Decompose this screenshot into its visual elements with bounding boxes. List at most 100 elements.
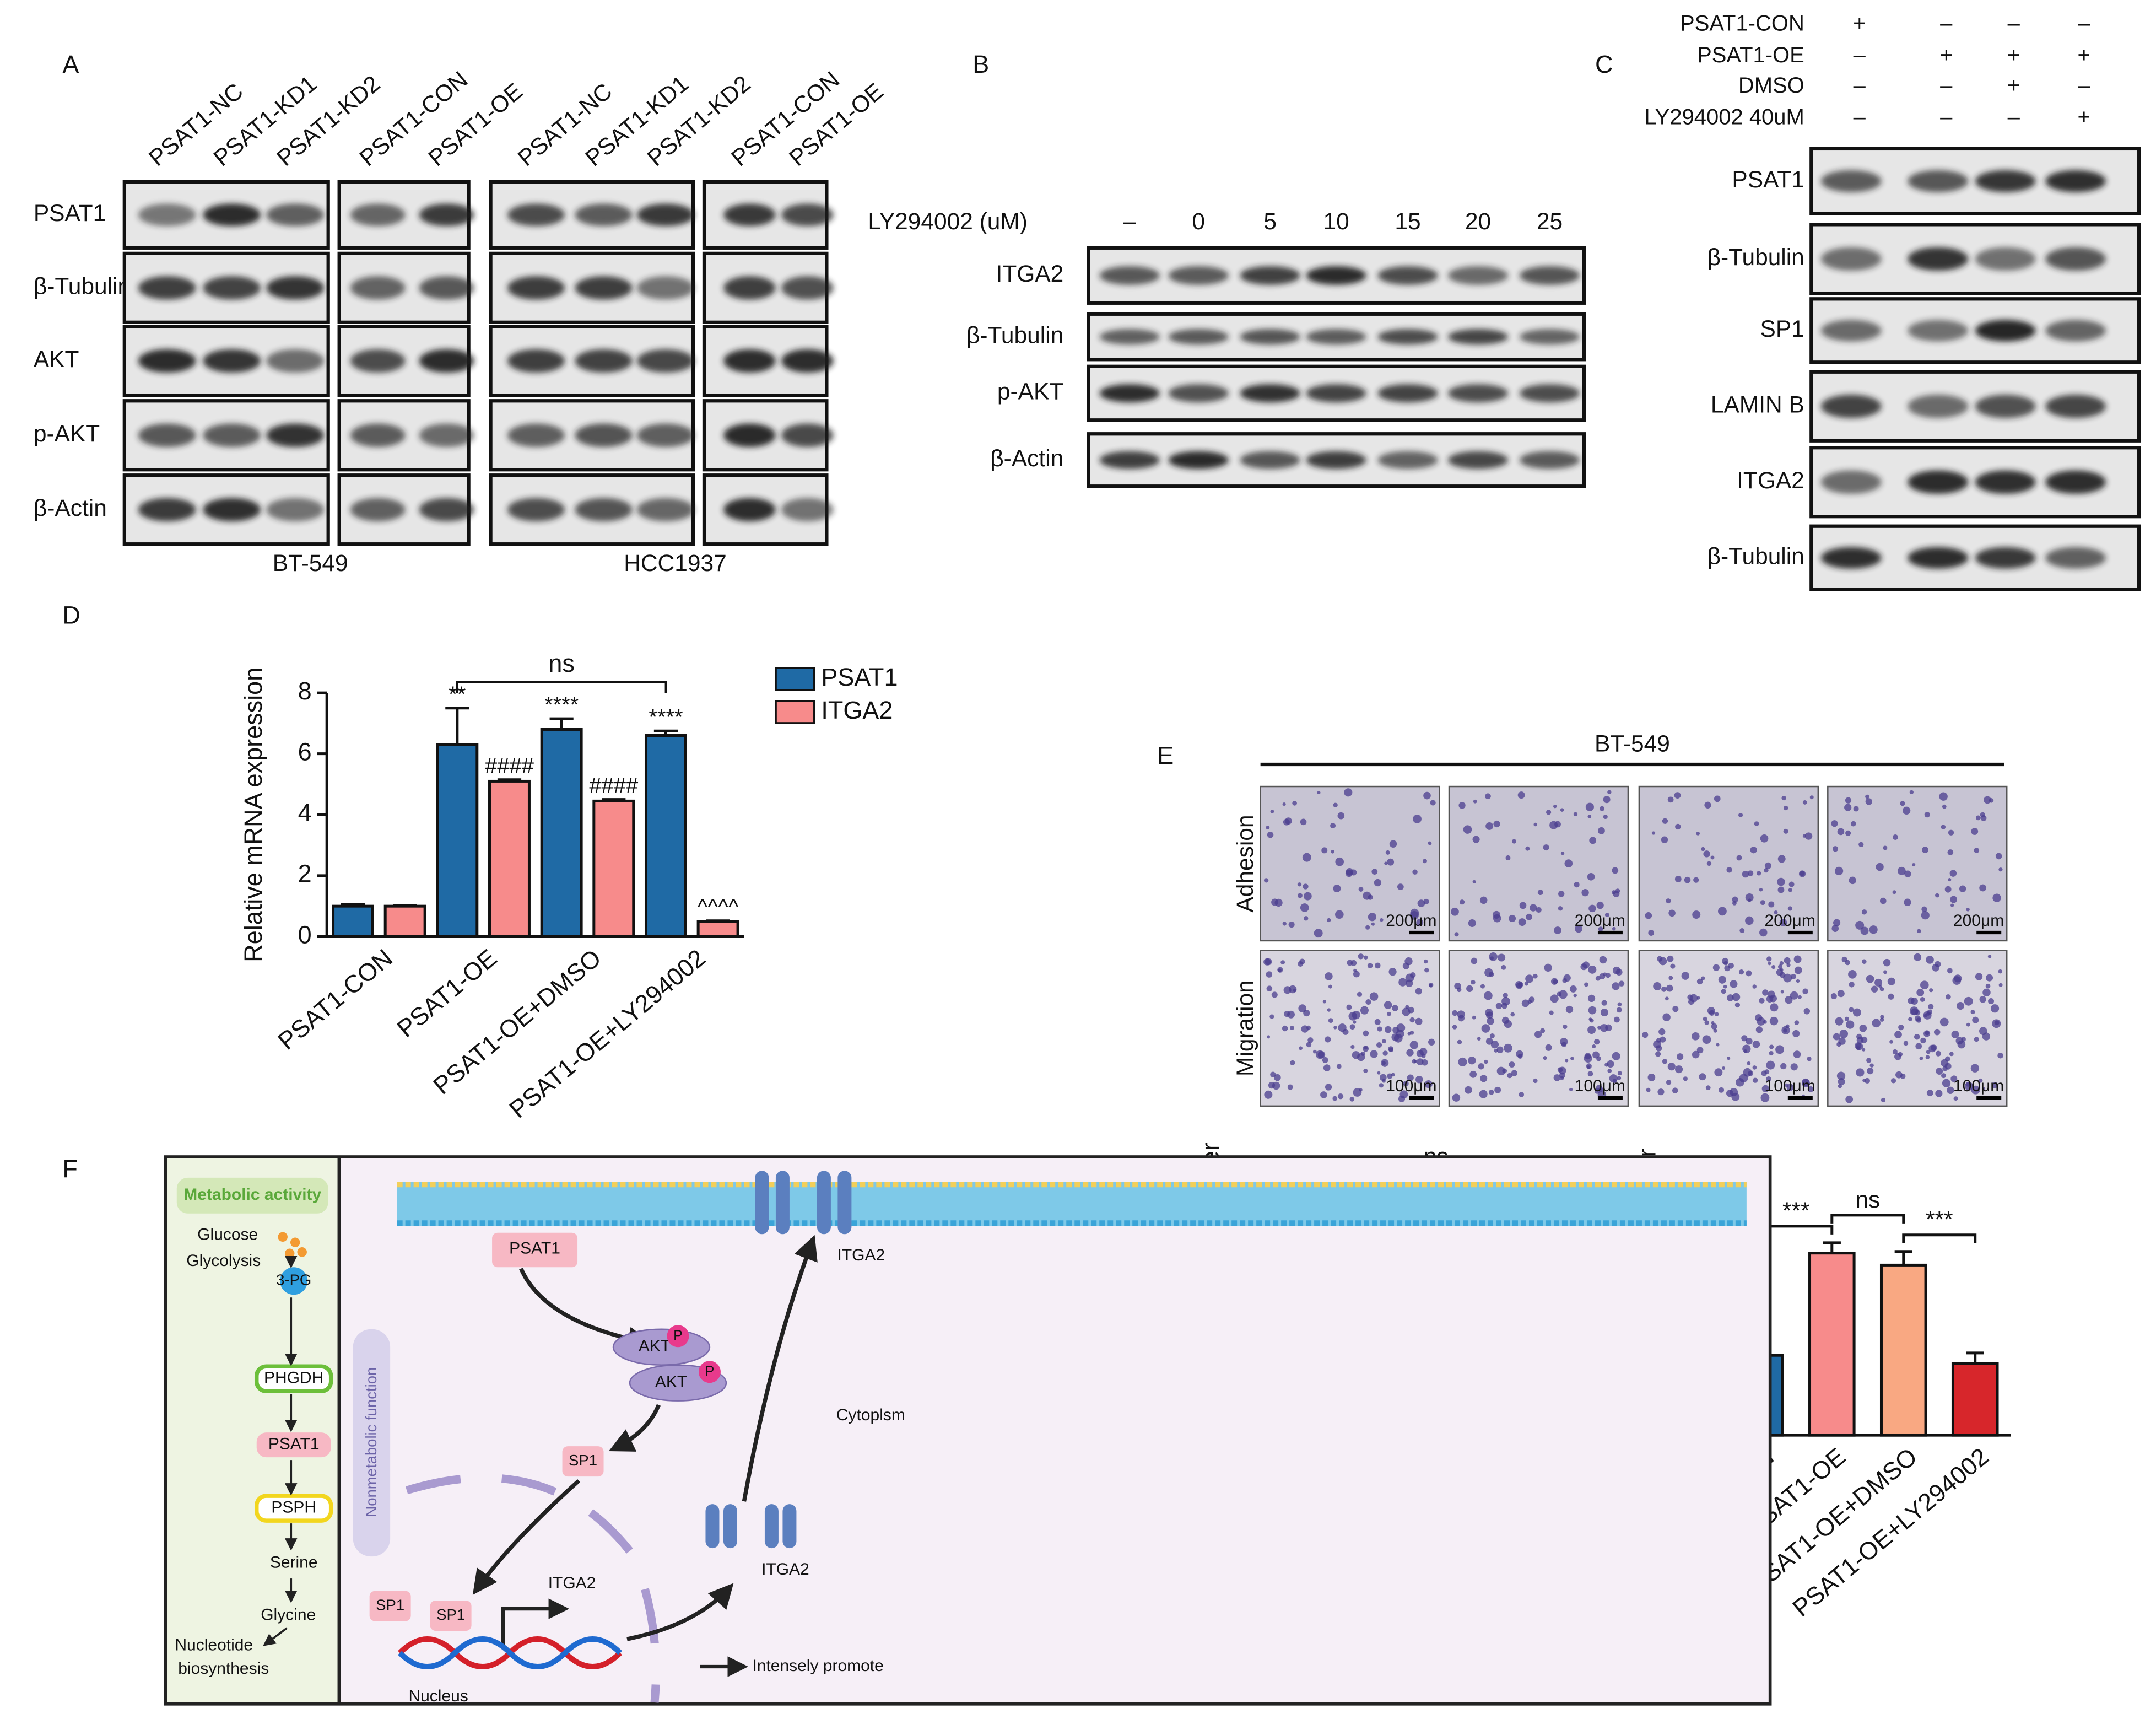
cell xyxy=(1833,1033,1840,1041)
cell xyxy=(1398,1095,1406,1102)
blot-band xyxy=(1820,247,1882,271)
cell xyxy=(1565,1059,1569,1063)
cell xyxy=(1651,831,1656,835)
legend-label: ITGA2 xyxy=(821,696,893,724)
cell xyxy=(1600,806,1605,811)
cell xyxy=(1743,1049,1748,1053)
cell xyxy=(1387,1073,1393,1079)
significance: #### xyxy=(589,774,639,798)
cell xyxy=(1405,973,1414,983)
cell xyxy=(1949,1052,1954,1057)
cell xyxy=(1946,994,1951,1000)
bar xyxy=(383,904,426,938)
cell xyxy=(1762,989,1769,996)
cell xyxy=(1787,906,1792,911)
cell xyxy=(1327,1008,1331,1012)
cell xyxy=(1998,983,2003,987)
cell xyxy=(1760,834,1769,843)
receptor xyxy=(817,1171,831,1235)
cell xyxy=(1322,1057,1328,1063)
blot-band xyxy=(1306,451,1366,469)
cell xyxy=(1463,825,1472,834)
condition-sign: + xyxy=(2007,73,2020,98)
cell xyxy=(1667,1063,1676,1071)
cell xyxy=(1898,1025,1904,1031)
cell xyxy=(1865,794,1869,799)
legend-label: Intensely promote xyxy=(752,1657,883,1675)
cell xyxy=(1585,802,1594,811)
cell xyxy=(1876,863,1884,871)
cell xyxy=(1970,1064,1980,1073)
cell xyxy=(1419,1048,1428,1056)
cell xyxy=(1903,806,1911,815)
cell xyxy=(1703,1016,1707,1021)
cell xyxy=(1926,1090,1933,1097)
protein-box xyxy=(562,1446,604,1477)
blot-band xyxy=(138,349,196,373)
cell xyxy=(1543,844,1549,851)
metabolite: Glycine xyxy=(261,1605,316,1624)
cell xyxy=(1752,1065,1757,1070)
cell xyxy=(1493,820,1500,828)
cell xyxy=(1484,991,1493,1000)
blot-band xyxy=(781,349,834,373)
cell xyxy=(1517,791,1525,799)
metabolite: Serine xyxy=(270,1554,318,1572)
cell xyxy=(1335,910,1344,919)
cell xyxy=(1472,836,1480,843)
cell xyxy=(1458,802,1466,809)
cell xyxy=(1661,987,1667,992)
enzyme-box xyxy=(256,1432,331,1458)
cell xyxy=(1655,1051,1661,1057)
cell xyxy=(1916,989,1925,996)
cell xyxy=(1865,798,1872,805)
cell xyxy=(1926,1049,1931,1054)
bar xyxy=(644,734,687,938)
cell xyxy=(1357,1053,1365,1061)
cell xyxy=(1881,1097,1886,1103)
cell xyxy=(1364,1046,1368,1050)
cell xyxy=(1494,1048,1498,1053)
cell xyxy=(1377,1026,1382,1032)
cell xyxy=(1867,1068,1874,1075)
cell xyxy=(1807,1086,1814,1092)
blot-band xyxy=(419,498,474,521)
cell xyxy=(1696,1047,1704,1054)
cell xyxy=(1358,887,1364,892)
cell xyxy=(1935,1050,1942,1057)
significance: **** xyxy=(649,705,683,729)
cell xyxy=(1780,990,1784,994)
cell xyxy=(1357,991,1363,997)
cell xyxy=(1582,961,1590,969)
cell xyxy=(1807,1057,1812,1061)
cell xyxy=(1788,881,1795,887)
cell xyxy=(1921,911,1930,920)
cell xyxy=(1935,893,1939,898)
cell xyxy=(1494,1086,1501,1093)
cell xyxy=(1917,929,1921,934)
cell xyxy=(1616,1007,1622,1013)
cell xyxy=(1908,997,1915,1004)
cell xyxy=(1862,1048,1866,1052)
protein: PSAT1 xyxy=(509,1240,560,1258)
cell xyxy=(1718,907,1727,916)
cell xyxy=(1929,988,1933,993)
protein-label: PSAT1 xyxy=(1732,167,1804,193)
protein-label: β-Actin xyxy=(34,495,107,521)
cell xyxy=(1602,972,1607,977)
cell xyxy=(1533,973,1538,979)
glucose-dot xyxy=(297,1247,307,1257)
cell xyxy=(1911,1008,1919,1016)
cell xyxy=(1360,1006,1369,1015)
cell xyxy=(1328,984,1332,989)
bracket xyxy=(456,681,667,693)
cell xyxy=(1292,800,1297,806)
cell xyxy=(1880,1015,1884,1019)
blot-band xyxy=(1240,329,1300,345)
cell xyxy=(1642,1032,1649,1038)
cell xyxy=(1971,1085,1980,1095)
cell xyxy=(1684,876,1691,883)
cell xyxy=(1972,1016,1979,1023)
cell xyxy=(1709,1010,1715,1016)
cell xyxy=(1384,861,1388,865)
